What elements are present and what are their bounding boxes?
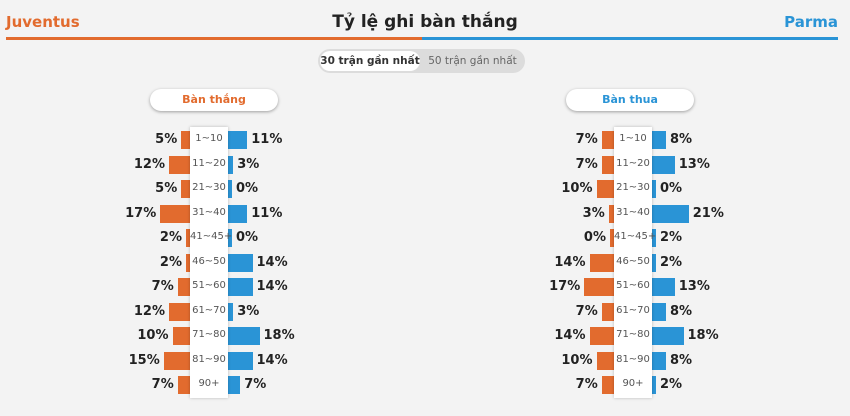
interval-label: 1~10 <box>619 133 647 144</box>
home-percent-label: 5% <box>155 181 178 196</box>
home-percent-label: 5% <box>155 132 178 147</box>
goals-scored-heading: Bàn thắng <box>150 89 278 111</box>
interval-label: 41~45+ <box>190 231 233 242</box>
away-percent-label: 0% <box>236 230 259 245</box>
away-percent-label: 7% <box>244 377 267 392</box>
away-percent-label: 21% <box>692 205 724 221</box>
interval-label: 46~50 <box>616 255 650 267</box>
interval-label: 31~40 <box>616 206 650 218</box>
home-percent-label: 3% <box>582 205 605 221</box>
home-percent-label: 10% <box>137 328 169 343</box>
away-bar <box>218 327 260 345</box>
interval-label: 61~70 <box>616 304 650 316</box>
interval-label: 90+ <box>622 378 644 389</box>
home-percent-label: 7% <box>575 156 598 172</box>
home-percent-label: 7% <box>151 377 174 392</box>
away-percent-label: 2% <box>660 254 683 270</box>
away-percent-label: 14% <box>256 279 288 294</box>
interval-label: 61~70 <box>192 304 226 316</box>
home-color-rule <box>6 37 422 40</box>
home-percent-label: 10% <box>561 181 593 196</box>
interval-label: 31~40 <box>192 206 226 218</box>
home-percent-label: 15% <box>128 352 160 368</box>
tab-last-50[interactable]: 50 trận gần nhất <box>428 55 517 67</box>
away-percent-label: 14% <box>256 254 288 270</box>
home-percent-label: 17% <box>549 279 581 294</box>
home-percent-label: 7% <box>575 303 598 319</box>
home-percent-label: 7% <box>575 377 598 392</box>
away-percent-label: 2% <box>660 230 683 245</box>
interval-column: 1~10 11~20 21~30 31~40 41~45+ 46~50 51~60 61~70… <box>190 127 233 398</box>
home-percent-label: 0% <box>583 230 606 245</box>
away-percent-label: 8% <box>670 132 693 147</box>
away-team-name: Parma <box>784 13 838 31</box>
tab-last-30[interactable]: 30 trận gần nhất <box>320 51 420 71</box>
away-percent-label: 2% <box>660 377 683 392</box>
away-bar <box>642 204 689 223</box>
away-percent-label: 18% <box>263 328 295 343</box>
match-range-tabs: 30 trận gần nhất 50 trận gần nhất <box>318 49 525 73</box>
away-percent-label: 11% <box>251 205 283 221</box>
away-percent-label: 3% <box>237 303 260 319</box>
interval-label: 81~90 <box>616 353 650 365</box>
home-percent-label: 7% <box>575 132 598 147</box>
interval-label: 51~60 <box>192 280 226 291</box>
home-percent-label: 2% <box>159 230 182 245</box>
away-percent-label: 3% <box>237 156 260 172</box>
away-percent-label: 13% <box>678 279 710 294</box>
interval-label: 21~30 <box>616 182 650 193</box>
interval-column: 1~10 11~20 21~30 31~40 41~45+ 46~50 51~60 61~70… <box>614 127 657 398</box>
interval-label: 90+ <box>198 378 220 389</box>
interval-label: 1~10 <box>195 133 223 144</box>
away-percent-label: 8% <box>670 352 693 368</box>
away-percent-label: 0% <box>236 181 259 196</box>
home-percent-label: 17% <box>125 205 157 221</box>
home-percent-label: 14% <box>554 254 586 270</box>
interval-label: 11~20 <box>616 157 650 169</box>
away-percent-label: 8% <box>670 303 693 319</box>
interval-label: 21~30 <box>192 182 226 193</box>
home-percent-label: 10% <box>561 352 593 368</box>
away-percent-label: 0% <box>660 181 683 196</box>
home-percent-label: 7% <box>151 279 174 294</box>
away-percent-label: 11% <box>251 132 283 147</box>
away-percent-label: 13% <box>678 156 710 172</box>
home-percent-label: 14% <box>554 328 586 343</box>
home-percent-label: 2% <box>159 254 182 270</box>
interval-label: 11~20 <box>192 157 226 169</box>
away-percent-label: 14% <box>256 352 288 368</box>
away-bar <box>642 327 684 345</box>
home-team-name: Juventus <box>6 13 80 31</box>
home-percent-label: 12% <box>133 156 165 172</box>
interval-label: 81~90 <box>192 353 226 365</box>
interval-label: 71~80 <box>192 329 226 340</box>
interval-label: 46~50 <box>192 255 226 267</box>
home-percent-label: 12% <box>133 303 165 319</box>
interval-label: 51~60 <box>616 280 650 291</box>
page-title: Tỷ lệ ghi bàn thắng <box>332 12 518 32</box>
interval-label: 41~45+ <box>614 231 657 242</box>
goals-conceded-heading: Bàn thua <box>566 89 694 111</box>
away-color-rule <box>422 37 838 40</box>
away-percent-label: 18% <box>687 328 719 343</box>
interval-label: 71~80 <box>616 329 650 340</box>
